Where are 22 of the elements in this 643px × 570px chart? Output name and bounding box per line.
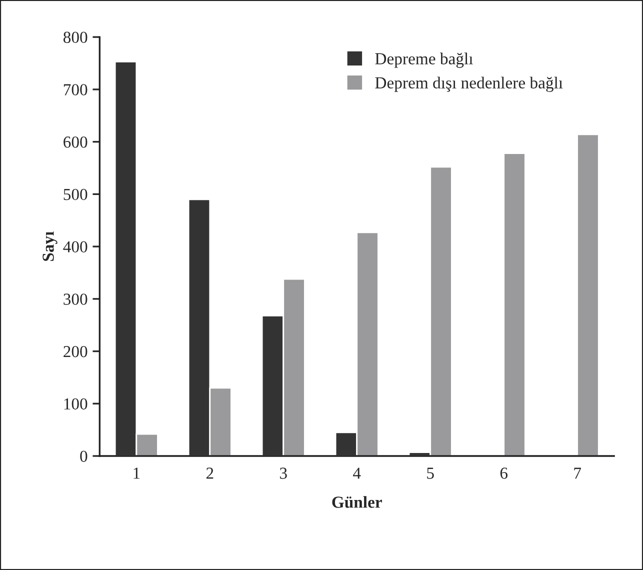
legend-label: Depreme bağlı xyxy=(375,52,473,68)
x-tick-label: 3 xyxy=(280,468,287,479)
y-tick-label: 500 xyxy=(64,188,88,200)
legend-label: Deprem dışı nedenlere bağlı xyxy=(375,76,563,92)
y-tick-label: 300 xyxy=(64,294,88,305)
y-tick-label: 100 xyxy=(64,398,88,410)
y-tick-label: 200 xyxy=(64,346,88,358)
y-axis-title: Sayı xyxy=(42,231,58,261)
x-tick-label: 2 xyxy=(206,468,214,479)
x-tick-label: 5 xyxy=(427,468,434,479)
y-tick-label: 400 xyxy=(63,241,88,252)
bar xyxy=(503,152,526,456)
bar xyxy=(576,134,600,456)
x-tick-label: 6 xyxy=(500,468,508,479)
x-axis-title: Günler xyxy=(332,496,382,508)
y-tick-label: 800 xyxy=(63,32,88,43)
y-tick-label: 0 xyxy=(80,450,88,462)
x-tick-label: 1 xyxy=(134,468,140,479)
y-tick-label: 600 xyxy=(64,136,88,148)
x-tick-label: 7 xyxy=(574,468,582,479)
y-tick-label: 700 xyxy=(64,84,88,96)
x-tick-label: 4 xyxy=(353,468,361,479)
